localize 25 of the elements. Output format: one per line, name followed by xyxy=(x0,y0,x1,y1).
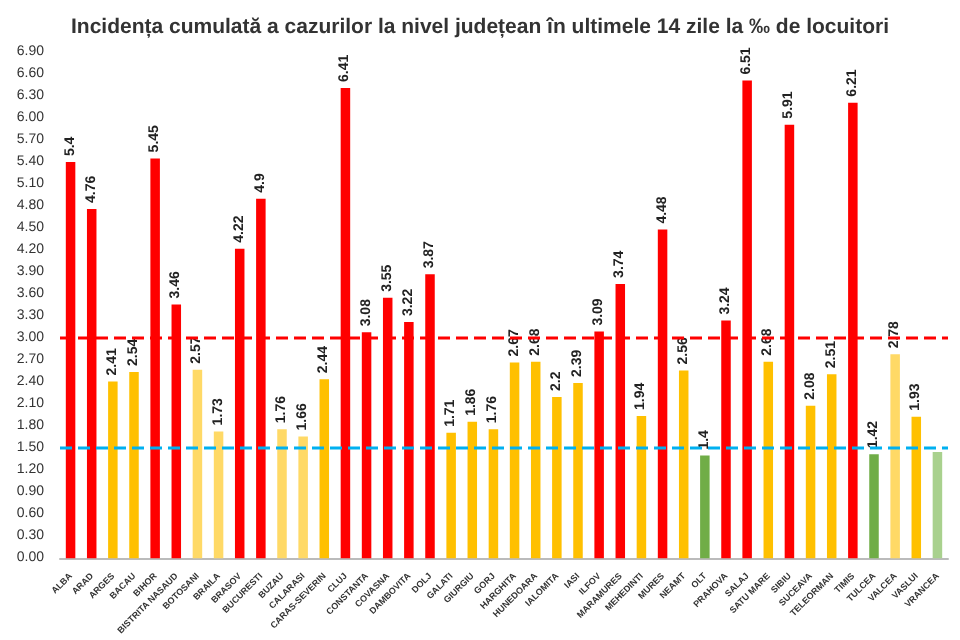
bar xyxy=(678,370,689,559)
bar xyxy=(805,405,816,559)
bar xyxy=(636,415,647,559)
bar xyxy=(319,379,330,559)
bar xyxy=(192,369,203,559)
bar xyxy=(108,381,118,559)
bar xyxy=(890,354,900,559)
bar xyxy=(573,382,583,559)
bar xyxy=(467,421,478,559)
bar xyxy=(129,371,139,559)
bar xyxy=(277,429,287,559)
bar xyxy=(911,416,922,559)
bar xyxy=(488,429,499,559)
bar xyxy=(869,454,879,559)
bar xyxy=(298,436,308,559)
bar xyxy=(700,455,710,559)
bar xyxy=(446,432,456,559)
bar xyxy=(530,361,541,559)
bar xyxy=(509,362,520,559)
chart-title: Incidența cumulată a cazurilor la nivel județean în ultimele 14 zile la ‰ de locuitori xyxy=(70,15,890,39)
bar xyxy=(932,451,943,559)
bar xyxy=(763,361,774,559)
bar xyxy=(213,431,224,559)
bar xyxy=(826,374,837,559)
bar xyxy=(552,396,562,559)
